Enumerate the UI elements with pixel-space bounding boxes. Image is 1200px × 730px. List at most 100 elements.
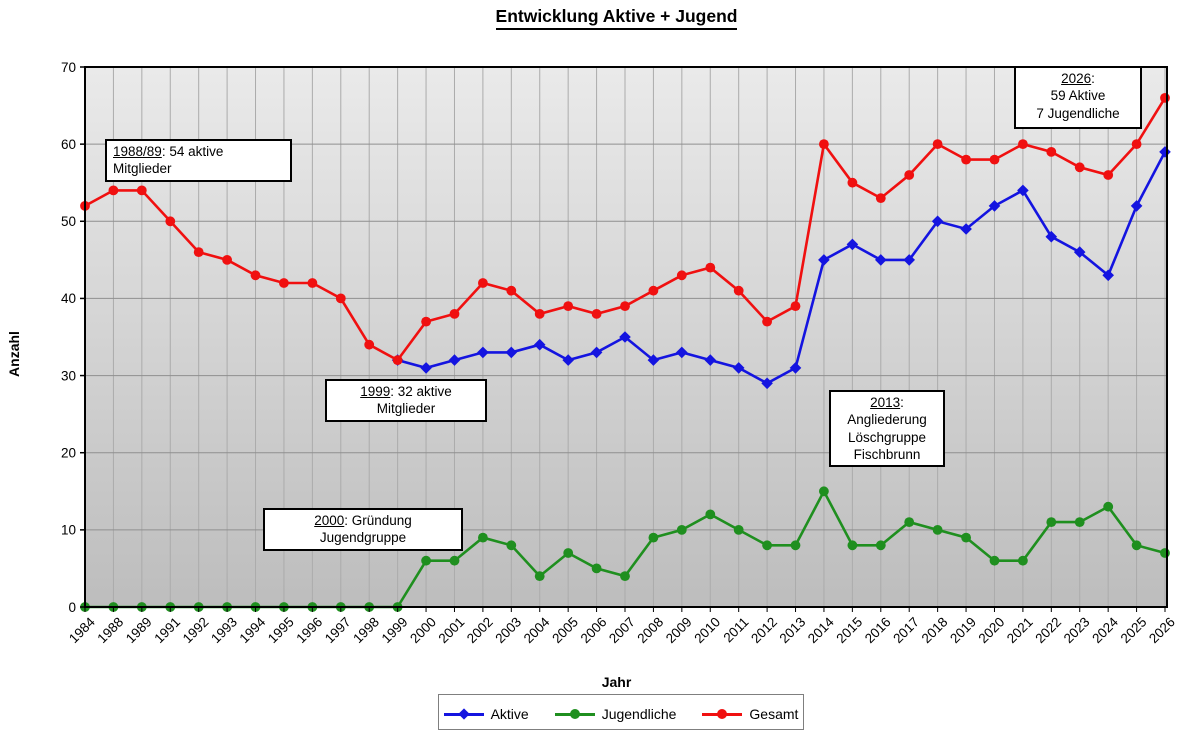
marker-circle: [449, 555, 460, 566]
x-tick-label: 1988: [94, 614, 126, 646]
y-tick-label: 10: [61, 523, 76, 538]
x-tick-label: 1984: [66, 614, 98, 646]
marker-circle: [307, 278, 318, 288]
marker-circle: [478, 278, 488, 288]
marker-circle: [364, 339, 375, 350]
marker-circle: [932, 525, 943, 535]
marker-circle: [222, 255, 233, 265]
x-tick-label: 2001: [436, 614, 468, 646]
marker-circle: [733, 285, 744, 296]
marker-diamond: [533, 338, 546, 351]
annotation-1988-line1: 1988/89: 54 aktive: [113, 144, 224, 159]
annotation-2000-line2: Jugendgruppe: [319, 530, 407, 546]
annotation-2013-line3: Löschgruppe: [847, 429, 927, 445]
marker-circle: [705, 509, 716, 520]
y-tick-labels: 0 10 20 30 40 50 60 70: [61, 60, 76, 615]
x-tick-label: 2009: [663, 614, 695, 646]
x-tick-label: 2003: [492, 614, 524, 646]
marker-circle: [648, 532, 659, 543]
marker-circle: [847, 540, 858, 551]
marker-diamond: [647, 354, 660, 366]
y-tick-marks: [80, 66, 85, 608]
y-tick-label: 60: [61, 137, 76, 152]
annotation-1988-line2: Mitglieder: [113, 161, 172, 177]
marker-circle: [790, 301, 801, 311]
marker-circle: [989, 154, 1000, 165]
x-tick-label: 2013: [777, 614, 809, 646]
marker-circle: [1074, 162, 1085, 173]
y-axis-title: Anzahl: [6, 331, 22, 377]
x-tick-label: 2012: [748, 614, 780, 646]
series-gesamt: [80, 93, 1170, 365]
y-tick-label: 20: [61, 446, 76, 461]
marker-circle: [932, 139, 943, 150]
marker-circle: [961, 532, 971, 543]
annotation-2026-line2: 59 Aktive: [1050, 88, 1106, 104]
x-tick-label: 1995: [265, 614, 297, 646]
x-tick-label: 2021: [1004, 614, 1036, 646]
marker-diamond: [420, 362, 432, 374]
x-tick-label: 2007: [606, 614, 638, 646]
annotation-2013-line4: Fischbrunn: [853, 446, 921, 462]
marker-circle: [1046, 517, 1057, 527]
marker-circle: [733, 525, 744, 535]
annotation-1999-line2: Mitglieder: [376, 401, 436, 417]
x-tick-marks: [84, 607, 1166, 612]
x-tick-label: 1999: [379, 614, 411, 646]
marker-circle: [165, 216, 176, 227]
marker-circle: [989, 555, 1000, 566]
x-tick-label: 2019: [947, 614, 979, 646]
annotation-2000-box: 2000: Gründung Jugendgruppe: [263, 508, 463, 551]
marker-circle: [961, 154, 971, 165]
marker-diamond: [732, 362, 745, 374]
x-tick-label: 2010: [691, 614, 723, 646]
x-tick-label: 2023: [1061, 614, 1093, 646]
x-tick-label: 2015: [833, 614, 865, 646]
annotation-1999-box: 1999: 32 aktive Mitglieder: [325, 379, 487, 422]
x-tick-label: 2006: [578, 614, 610, 646]
marker-circle: [1103, 501, 1114, 512]
marker-circle: [676, 525, 687, 535]
marker-circle: [563, 548, 574, 558]
marker-circle: [790, 540, 801, 551]
marker-circle: [392, 355, 403, 365]
x-tick-label: 1991: [151, 614, 183, 646]
marker-circle: [449, 309, 460, 319]
x-tick-label: 2020: [976, 614, 1008, 646]
x-tick-label: 2024: [1089, 614, 1121, 646]
x-tick-label: 1994: [237, 614, 269, 646]
x-axis-title: Jahr: [601, 674, 632, 690]
marker-circle: [193, 247, 204, 257]
annotation-1999-line1: 1999: 32 aktive: [360, 384, 452, 399]
y-tick-label: 50: [61, 214, 76, 229]
marker-diamond: [562, 354, 574, 366]
marker-circle: [563, 301, 574, 311]
marker-diamond: [931, 215, 944, 228]
marker-circle: [136, 185, 147, 196]
marker-circle: [1131, 540, 1142, 551]
x-tick-label: 2026: [1146, 614, 1178, 646]
x-tick-label: 2004: [521, 614, 553, 646]
marker-circle: [279, 278, 289, 288]
x-tick-label: 2017: [890, 614, 922, 646]
marker-circle: [1160, 93, 1170, 103]
annotation-2026-line1: 2026:: [1061, 71, 1095, 86]
marker-circle: [648, 285, 659, 296]
marker-circle: [534, 571, 545, 581]
marker-diamond: [477, 346, 489, 359]
x-tick-label: 2011: [720, 614, 751, 645]
plot-border: [84, 66, 1168, 608]
marker-circle: [421, 316, 431, 327]
x-tick-label: 2002: [464, 614, 496, 646]
marker-circle: [847, 177, 858, 188]
chart-title: Entwicklung Aktive + Jugend: [33, 6, 1200, 30]
annotation-2013-line1: 2013:: [870, 395, 904, 410]
legend-label: Gesamt: [749, 706, 799, 722]
marker-circle: [819, 139, 829, 150]
marker-diamond: [761, 377, 773, 390]
marker-circle: [506, 540, 517, 551]
x-tick-label: 1993: [208, 614, 240, 646]
legend-line-sample: [702, 708, 743, 720]
marker-circle: [1018, 139, 1028, 150]
marker-circle: [591, 563, 602, 574]
